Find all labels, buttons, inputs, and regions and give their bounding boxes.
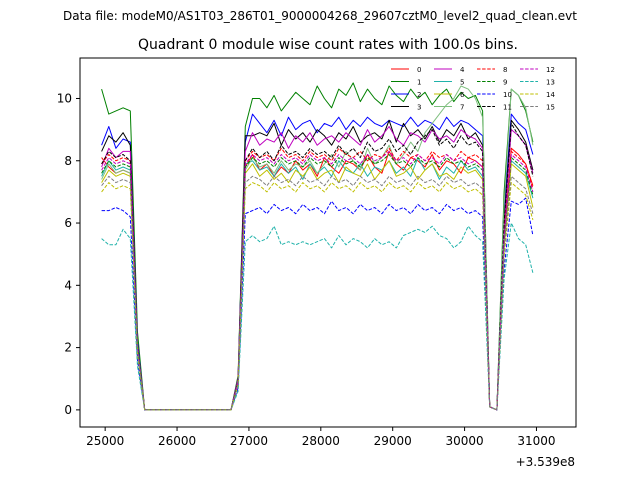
y-tick-label: 8 bbox=[64, 154, 72, 168]
y-tick-label: 2 bbox=[64, 341, 72, 355]
x-tick-label: 25000 bbox=[86, 434, 124, 448]
legend-label-9: 9 bbox=[503, 79, 507, 87]
series-line-4 bbox=[101, 126, 534, 411]
series-line-5 bbox=[101, 157, 534, 411]
legend-label-1: 1 bbox=[417, 79, 421, 87]
legend-label-14: 14 bbox=[546, 91, 555, 99]
x-axis: 25000 26000 27000 28000 29000 30000 31000 bbox=[86, 427, 556, 448]
series-line-10 bbox=[101, 197, 534, 411]
legend-label-7: 7 bbox=[460, 104, 464, 112]
legend-label-12: 12 bbox=[546, 66, 555, 74]
legend-label-3: 3 bbox=[417, 104, 421, 112]
legend-label-10: 10 bbox=[503, 91, 512, 99]
plot-frame bbox=[79, 57, 577, 428]
series-line-6 bbox=[101, 160, 534, 411]
series-line-8 bbox=[101, 147, 534, 411]
y-tick-label: 4 bbox=[64, 278, 72, 292]
x-offset-label: +3.539e8 bbox=[516, 455, 575, 469]
x-tick-label: 30000 bbox=[445, 434, 483, 448]
series-line-14 bbox=[101, 182, 534, 411]
series-layer bbox=[101, 82, 534, 411]
legend-label-11: 11 bbox=[503, 104, 512, 112]
legend-label-2: 2 bbox=[417, 91, 421, 99]
y-tick-label: 0 bbox=[64, 403, 72, 417]
datafile-label: Data file: modeM0/AS1T03_286T01_90000042… bbox=[63, 9, 577, 23]
x-tick-label: 28000 bbox=[302, 434, 340, 448]
series-line-0 bbox=[101, 147, 534, 411]
x-tick-label: 26000 bbox=[158, 434, 196, 448]
legend-label-15: 15 bbox=[546, 104, 555, 112]
y-tick-label: 6 bbox=[64, 216, 72, 230]
x-tick-label: 31000 bbox=[517, 434, 555, 448]
x-tick-label: 27000 bbox=[230, 434, 268, 448]
legend-label-4: 4 bbox=[460, 66, 465, 74]
series-line-15 bbox=[101, 175, 534, 411]
y-axis: 0 2 4 6 8 10 bbox=[57, 91, 80, 417]
chart-title: Quadrant 0 module wise count rates with … bbox=[138, 37, 518, 53]
legend-label-6: 6 bbox=[460, 91, 465, 99]
series-line-12 bbox=[101, 150, 534, 411]
series-line-7 bbox=[101, 85, 534, 411]
series-line-9 bbox=[101, 154, 534, 411]
legend-label-13: 13 bbox=[546, 79, 555, 87]
series-line-13 bbox=[101, 222, 534, 411]
legend-label-5: 5 bbox=[460, 79, 464, 87]
legend-label-8: 8 bbox=[503, 66, 507, 74]
x-tick-label: 29000 bbox=[374, 434, 412, 448]
legend-label-0: 0 bbox=[417, 66, 421, 74]
y-tick-label: 10 bbox=[57, 91, 72, 105]
